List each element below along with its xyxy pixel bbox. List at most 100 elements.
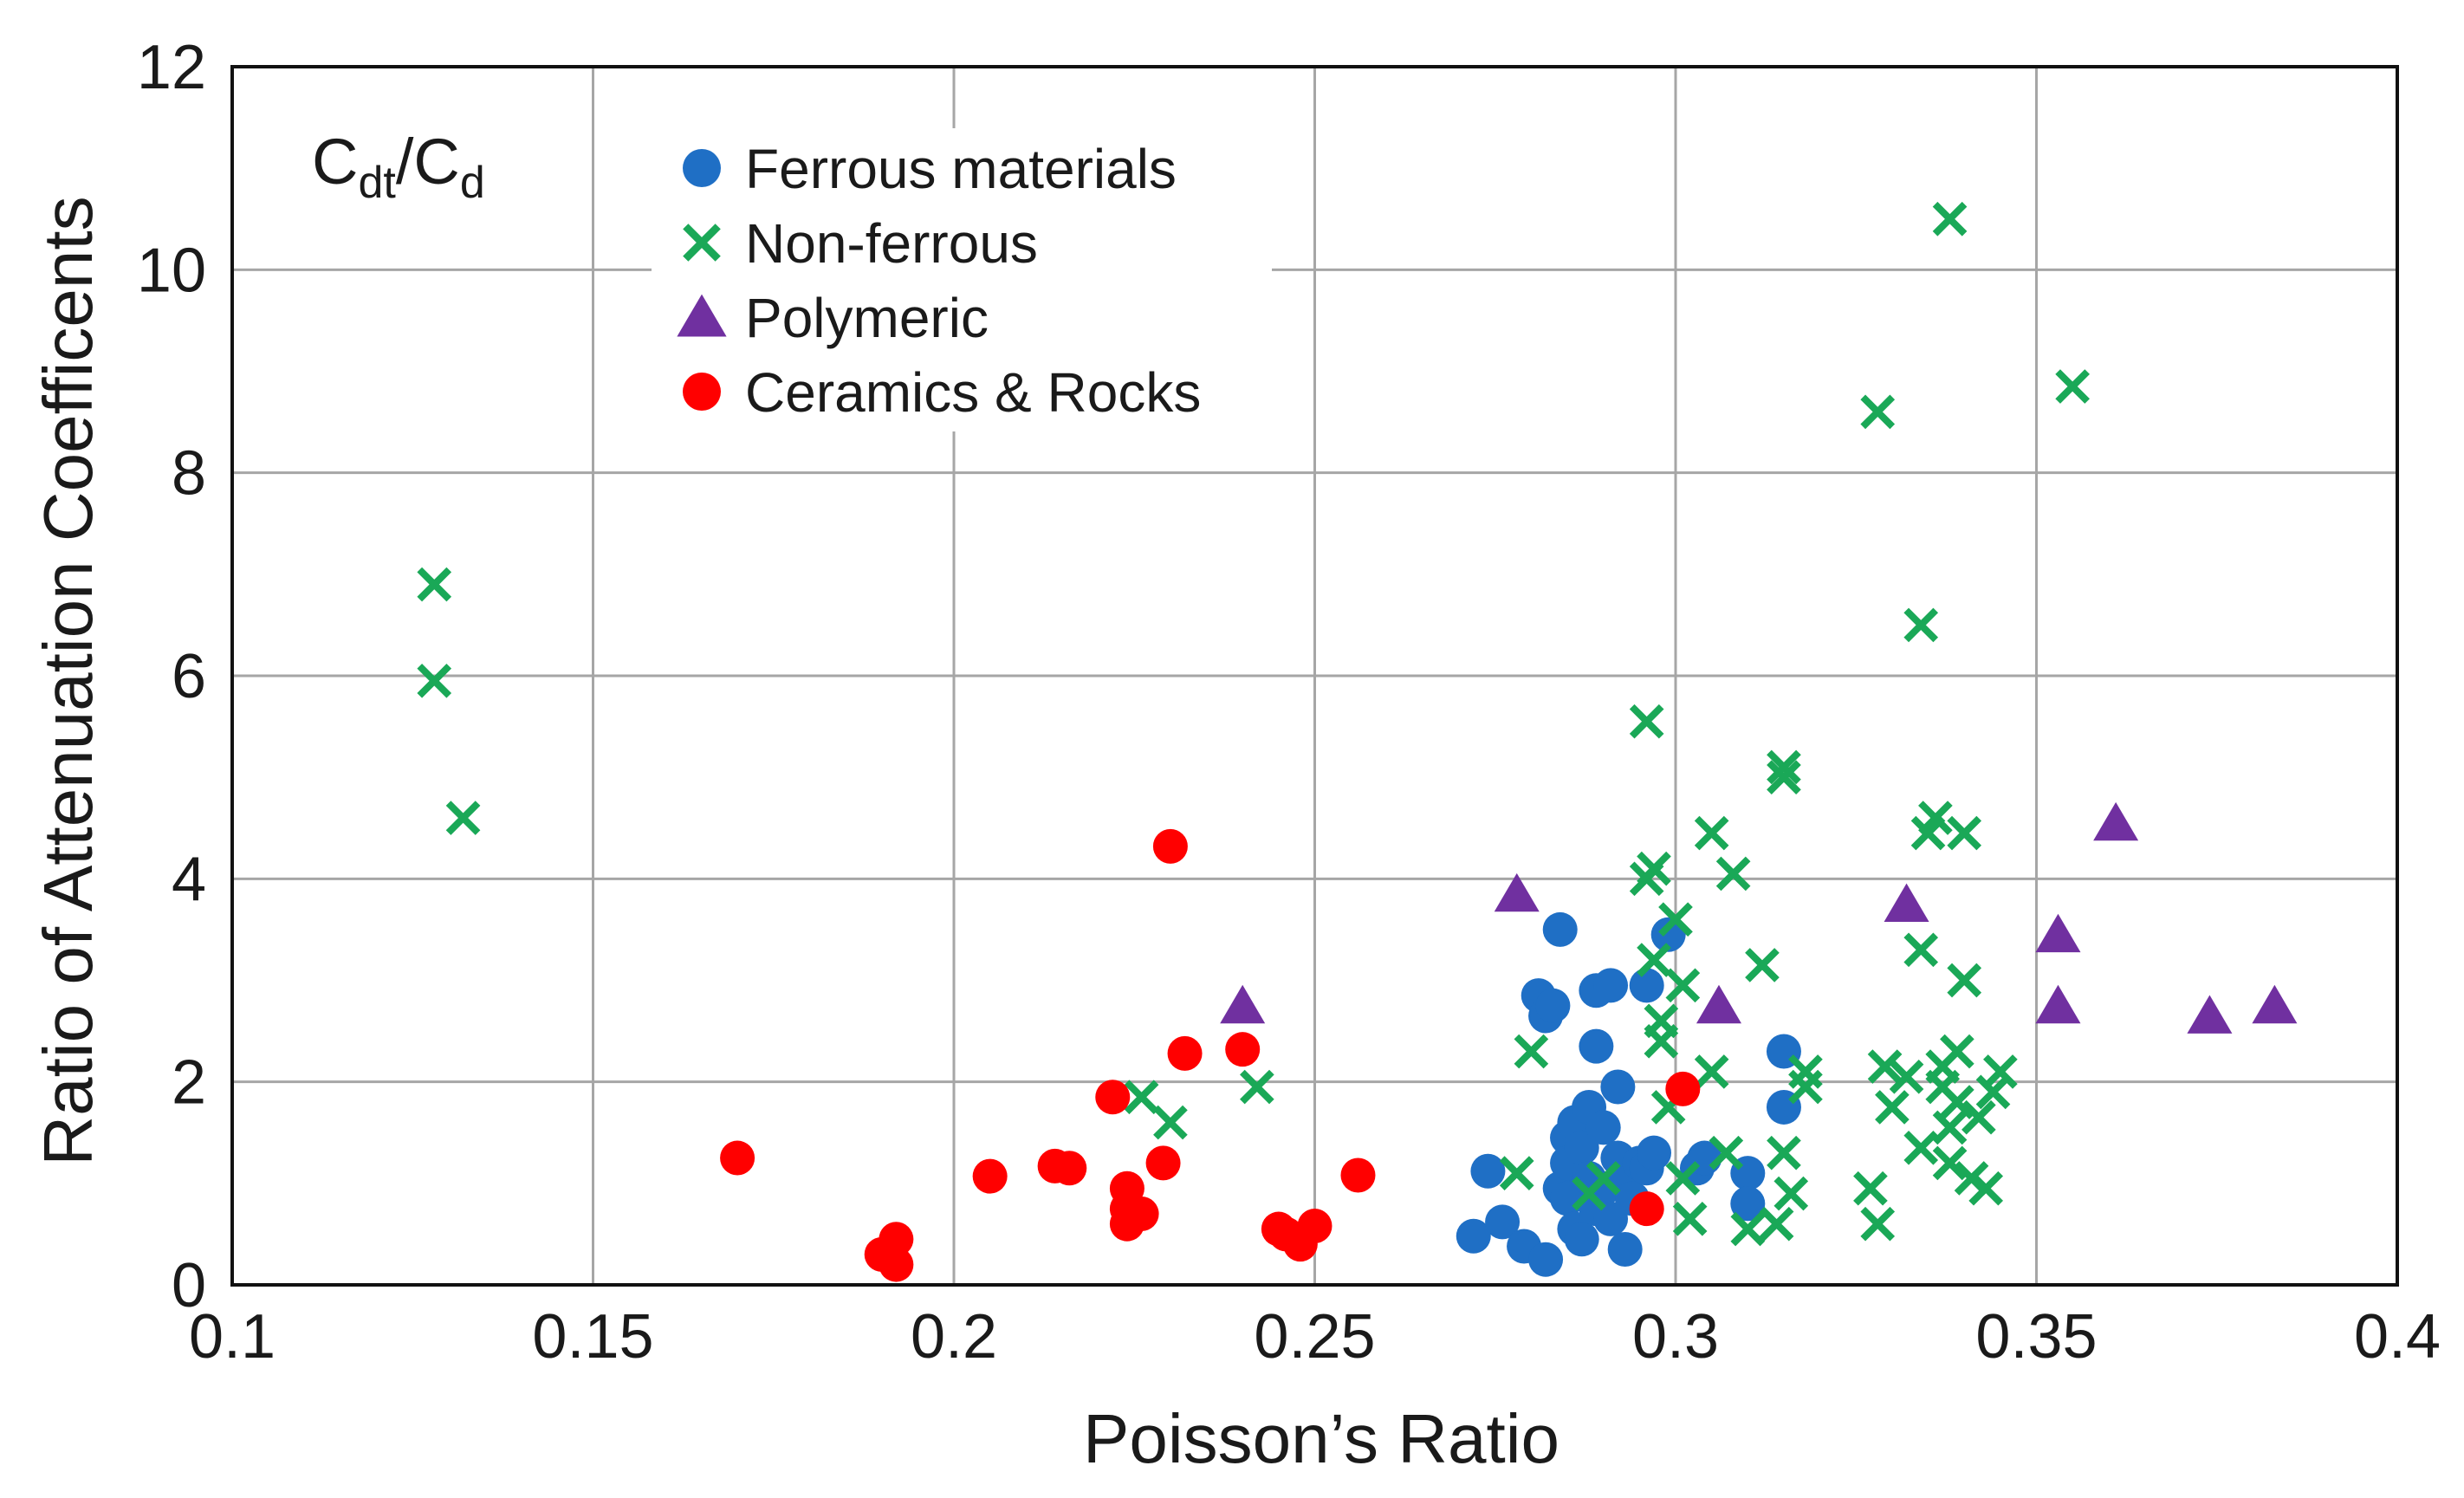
data-point-ceramics-rocks — [1340, 1158, 1376, 1193]
data-point-ceramics-rocks — [1297, 1209, 1333, 1244]
legend-label-ferrous-materials: Ferrous materials — [745, 138, 1177, 200]
y-tick-label: 6 — [172, 642, 206, 711]
data-point-non-ferrous — [1889, 1059, 1924, 1094]
data-point-ferrous-materials — [1535, 988, 1571, 1023]
data-point-non-ferrous — [1947, 963, 1982, 998]
data-points — [417, 201, 2298, 1282]
data-point-non-ferrous — [1694, 815, 1729, 851]
data-point-non-ferrous — [1767, 749, 1801, 785]
data-point-non-ferrous — [1767, 760, 1801, 794]
data-point-ferrous-materials — [1528, 1242, 1564, 1277]
data-point-ceramics-rocks — [1124, 1196, 1159, 1231]
tick-labels: 0.1 0.15 0.2 0.25 0.3 0.35 0.4 0 2 4 6 8 10 12 — [137, 33, 2441, 1372]
data-point-ceramics-rocks — [1052, 1151, 1087, 1186]
data-point-ceramics-rocks — [1167, 1035, 1203, 1071]
data-point-ceramics-rocks — [1629, 1191, 1664, 1227]
data-point-non-ferrous — [1773, 1176, 1809, 1211]
x-axis-title: Poisson’s Ratio — [1083, 1400, 1559, 1477]
data-point-ferrous-materials — [1607, 1231, 1643, 1267]
data-point-non-ferrous — [1903, 932, 1939, 968]
y-tick-label: 8 — [172, 439, 206, 509]
data-point-ferrous-materials — [1650, 917, 1686, 952]
data-point-ferrous-materials — [1456, 1218, 1491, 1254]
data-point-non-ferrous — [1947, 815, 1982, 851]
data-point-ferrous-materials — [1485, 1204, 1521, 1240]
data-point-non-ferrous — [1961, 1099, 1996, 1135]
data-point-non-ferrous — [1730, 1211, 1766, 1247]
x-tick-label: 0.3 — [1632, 1302, 1719, 1372]
data-point-ferrous-materials — [1593, 968, 1629, 1003]
data-point-ceramics-rocks — [1152, 828, 1188, 864]
data-point-ceramics-rocks — [720, 1140, 755, 1176]
data-point-ferrous-materials — [1637, 1135, 1672, 1171]
data-point-polymeric — [1696, 984, 1741, 1024]
data-point-non-ferrous — [1665, 1161, 1701, 1196]
x-tick-label: 0.2 — [911, 1302, 997, 1372]
data-point-ferrous-materials — [1629, 968, 1664, 1003]
data-point-non-ferrous — [1240, 1069, 1274, 1105]
data-point-non-ferrous — [1903, 1130, 1939, 1165]
data-point-polymeric — [2252, 984, 2298, 1024]
x-tick-label: 0.15 — [532, 1302, 653, 1372]
legend-marker-ceramics-rocks — [683, 373, 721, 411]
data-point-non-ferrous — [1153, 1105, 1188, 1140]
legend: Ferrous materials Non-ferrous Polymeric Cer… — [652, 128, 1272, 431]
data-point-polymeric — [2093, 801, 2139, 841]
data-point-non-ferrous — [1860, 1206, 1896, 1242]
x-tick-label: 0.35 — [1975, 1302, 2097, 1372]
data-point-non-ferrous — [1514, 1034, 1549, 1069]
data-point-ceramics-rocks — [879, 1247, 914, 1282]
data-point-non-ferrous — [1767, 1135, 1801, 1171]
data-point-non-ferrous — [1499, 1156, 1534, 1190]
legend-marker-non-ferrous — [683, 224, 721, 262]
data-point-non-ferrous — [1124, 1080, 1159, 1115]
data-point-non-ferrous — [1658, 902, 1693, 937]
data-point-non-ferrous — [1745, 948, 1780, 982]
y-tick-label: 2 — [172, 1048, 206, 1118]
y-tick-label: 10 — [137, 236, 206, 305]
data-point-ceramics-rocks — [1665, 1071, 1701, 1106]
axes — [230, 65, 2399, 1287]
x-tick-label: 0.4 — [2354, 1302, 2441, 1372]
data-point-polymeric — [1220, 984, 1266, 1024]
series-polymeric — [1220, 801, 2298, 1034]
data-point-polymeric — [2035, 984, 2081, 1024]
data-point-ceramics-rocks — [1225, 1032, 1261, 1067]
data-point-polymeric — [1494, 872, 1540, 912]
data-point-ceramics-rocks — [879, 1222, 914, 1257]
data-point-ceramics-rocks — [1095, 1080, 1131, 1115]
data-point-polymeric — [2187, 995, 2233, 1034]
data-point-non-ferrous — [1975, 1074, 2011, 1110]
data-point-non-ferrous — [2055, 369, 2090, 404]
data-point-ferrous-materials — [1585, 1110, 1621, 1145]
x-tick-label: 0.1 — [189, 1302, 276, 1372]
data-point-ferrous-materials — [1542, 911, 1578, 947]
legend-marker-polymeric — [677, 294, 727, 337]
data-point-non-ferrous — [1853, 1171, 1888, 1206]
y-tick-label: 4 — [172, 845, 206, 914]
data-point-non-ferrous — [1637, 943, 1671, 977]
data-point-ferrous-materials — [1593, 1201, 1629, 1236]
annotation-label: Cdt/Cd — [312, 126, 485, 208]
legend-background — [652, 128, 1272, 431]
y-tick-label: 0 — [172, 1251, 206, 1320]
data-point-non-ferrous — [1918, 801, 1953, 835]
data-point-non-ferrous — [1867, 1049, 1903, 1084]
data-point-non-ferrous — [1983, 1054, 2018, 1089]
y-axis-title: Ratio of Attenuation Coefficents — [29, 196, 107, 1165]
data-point-non-ferrous — [445, 801, 481, 835]
data-point-non-ferrous — [1940, 1034, 1974, 1069]
data-point-ferrous-materials — [1470, 1153, 1506, 1189]
data-point-non-ferrous — [1932, 201, 1968, 237]
data-point-non-ferrous — [1694, 1054, 1729, 1089]
data-point-ferrous-materials — [1564, 1130, 1599, 1165]
data-point-non-ferrous — [1629, 704, 1664, 739]
data-point-polymeric — [2035, 913, 2081, 953]
data-point-non-ferrous — [1940, 1085, 1974, 1119]
data-point-non-ferrous — [1788, 1069, 1823, 1105]
data-point-ferrous-materials — [1730, 1186, 1766, 1222]
data-point-non-ferrous — [1585, 1161, 1621, 1196]
legend-label-polymeric: Polymeric — [745, 287, 989, 349]
series-ceramics-rocks — [720, 828, 1701, 1282]
y-tick-label: 12 — [137, 33, 206, 102]
